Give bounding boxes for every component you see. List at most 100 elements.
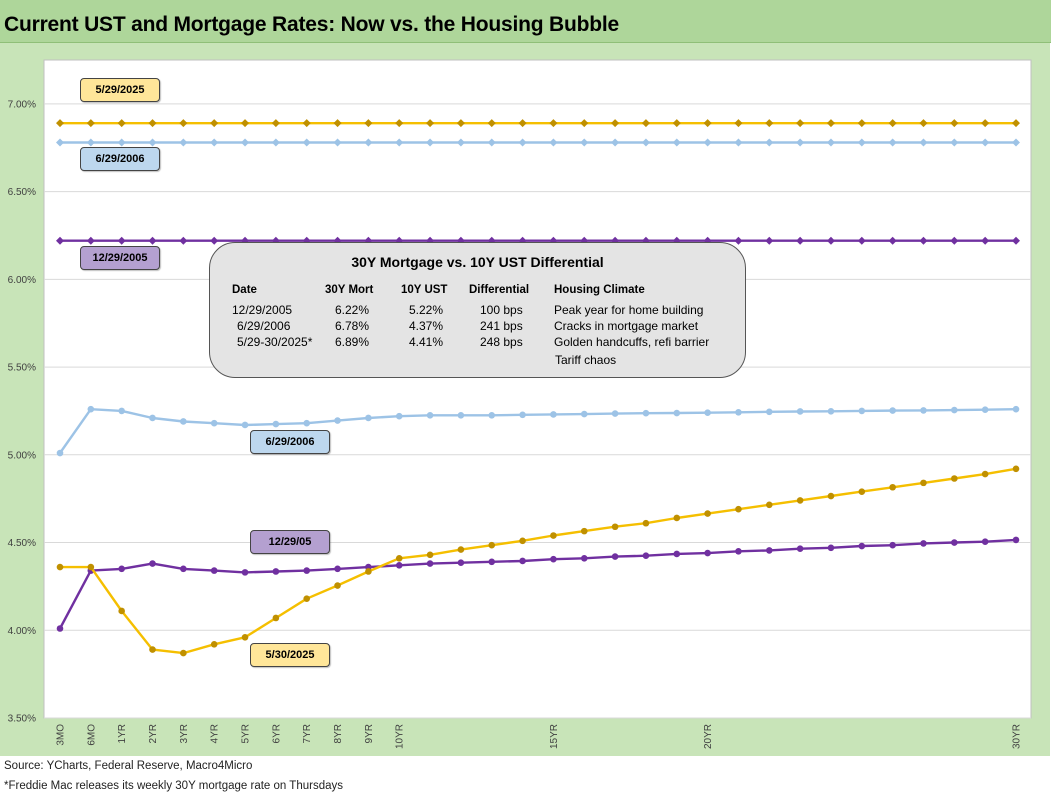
x-tick-label: 2YR — [148, 724, 159, 743]
data-point — [426, 560, 434, 567]
data-point — [303, 567, 311, 574]
data-point — [611, 138, 620, 147]
data-point — [919, 119, 928, 128]
data-point — [703, 119, 712, 128]
data-point — [210, 236, 219, 245]
title-bar: Current UST and Mortgage Rates: Now vs. … — [0, 0, 1051, 43]
data-point — [117, 119, 126, 128]
data-point — [981, 538, 989, 545]
data-point — [951, 406, 958, 414]
x-tick-label: 5YR — [241, 724, 252, 743]
data-point — [920, 407, 927, 414]
data-point — [920, 479, 927, 487]
data-point — [641, 138, 650, 147]
tag-mortgage-2006: 6/29/2006 — [80, 147, 160, 171]
data-point — [457, 546, 465, 553]
data-point — [826, 119, 835, 128]
footnote-source: Source: YCharts, Federal Reserve, Macro4… — [4, 760, 253, 772]
data-point — [580, 138, 589, 147]
data-point — [951, 475, 958, 482]
tag-curve-2025: 5/30/2025 — [250, 643, 330, 667]
footnote-note: *Freddie Mac releases its weekly 30Y mor… — [4, 780, 343, 792]
data-point — [519, 411, 526, 419]
data-point — [303, 419, 311, 427]
differential-box-title: 30Y Mortgage vs. 10Y UST Differential — [351, 254, 604, 270]
data-point — [241, 119, 250, 128]
y-tick-label: 5.50% — [8, 363, 36, 374]
data-point — [858, 488, 866, 495]
data-point — [673, 409, 681, 417]
data-point — [149, 560, 156, 567]
row3-ust: 4.41% — [409, 335, 444, 349]
x-tick-label: 4YR — [210, 724, 221, 743]
data-point — [272, 420, 280, 428]
data-point — [86, 236, 95, 245]
x-tick-label: 7YR — [302, 724, 313, 743]
data-point — [981, 119, 990, 128]
data-point — [271, 119, 280, 128]
data-point — [981, 470, 989, 478]
data-point — [302, 119, 311, 128]
header-housing-climate: Housing Climate — [554, 284, 645, 296]
data-point — [857, 119, 866, 128]
data-point — [704, 409, 711, 416]
data-point — [857, 138, 866, 147]
y-tick-label: 6.50% — [8, 187, 36, 198]
data-point — [179, 236, 188, 245]
data-point — [56, 563, 64, 571]
data-point — [118, 607, 125, 615]
data-point — [333, 119, 342, 128]
data-point — [148, 119, 157, 128]
chart-frame: 3.50% 4.00% 4.50% 5.00% 5.50% 6.00% 6.50% 7.00%… — [0, 43, 1050, 756]
data-point — [827, 407, 835, 415]
data-point — [981, 138, 990, 147]
data-point — [580, 410, 588, 418]
x-tick-label: 3YR — [179, 724, 190, 743]
y-tick-label: 5.00% — [8, 450, 36, 461]
data-point — [426, 412, 434, 419]
data-point — [395, 138, 404, 147]
data-point — [796, 119, 805, 128]
data-point — [487, 119, 496, 128]
data-point — [210, 119, 219, 128]
data-point — [827, 492, 835, 500]
data-point — [518, 119, 527, 128]
data-point — [302, 138, 311, 147]
header-30y-mort: 30Y Mort — [325, 284, 374, 296]
data-point — [1012, 236, 1020, 245]
row1-ust: 5.22% — [409, 303, 444, 317]
tag-mortgage-2005: 12/29/2005 — [80, 246, 160, 270]
data-point — [56, 236, 64, 245]
data-point — [950, 119, 959, 128]
data-point — [796, 545, 804, 552]
tag-curve-2006: 6/29/2006 — [250, 430, 330, 454]
data-point — [86, 119, 95, 128]
data-point — [549, 138, 558, 147]
row3-mort: 6.89% — [335, 335, 370, 349]
data-point — [642, 409, 650, 417]
data-point — [981, 406, 989, 414]
data-point — [580, 119, 589, 128]
y-tick-label: 4.50% — [8, 538, 36, 549]
header-date: Date — [232, 284, 257, 296]
data-point — [180, 418, 187, 425]
data-point — [86, 138, 95, 147]
data-point — [488, 558, 496, 566]
tag-curve-2005: 12/29/05 — [250, 530, 330, 554]
data-point — [735, 409, 742, 416]
row3-climate: Golden handcuffs, refi barrier — [554, 335, 710, 349]
data-point — [1012, 119, 1020, 128]
data-point — [1012, 465, 1020, 473]
x-tick-label: 10YR — [395, 724, 406, 749]
series-line — [59, 408, 1017, 454]
data-point — [550, 555, 557, 563]
row3-diff: 248 bps — [480, 335, 523, 349]
data-point — [765, 119, 774, 128]
data-point — [826, 138, 835, 147]
plot-area — [43, 59, 1032, 719]
data-point — [56, 138, 64, 147]
data-point — [765, 408, 773, 416]
data-point — [950, 138, 959, 147]
data-point — [272, 568, 280, 575]
x-tick-label: 6MO — [86, 724, 97, 746]
